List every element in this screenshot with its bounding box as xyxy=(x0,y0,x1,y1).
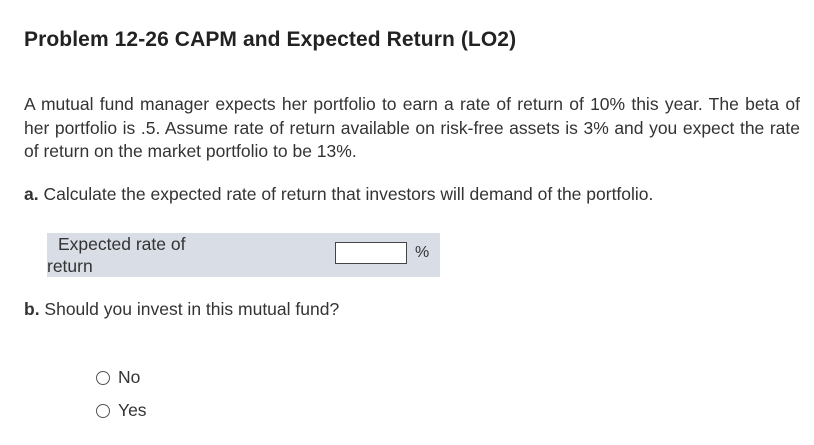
expected-return-input[interactable] xyxy=(335,242,407,264)
part-b-question-text: Should you invest in this mutual fund? xyxy=(39,299,340,319)
radio-button-yes[interactable] xyxy=(96,403,110,418)
part-b-question: b. Should you invest in this mutual fund… xyxy=(24,299,339,320)
radio-option-yes[interactable]: Yes xyxy=(96,400,147,421)
radio-label-no: No xyxy=(118,367,141,387)
answer-label: Expected rate of return xyxy=(47,234,186,276)
problem-intro: A mutual fund manager expects her portfo… xyxy=(24,94,800,161)
radio-label-yes: Yes xyxy=(118,400,147,420)
answer-row: Expected rate of return % xyxy=(47,233,440,277)
problem-title: Problem 12-26 CAPM and Expected Return (… xyxy=(24,28,517,51)
percent-unit: % xyxy=(415,244,430,261)
part-a-question-text: Calculate the expected rate of return th… xyxy=(38,184,654,204)
part-a-letter: a. xyxy=(24,184,39,204)
part-a-question: a. Calculate the expected rate of return… xyxy=(24,184,653,205)
radio-option-no[interactable]: No xyxy=(96,367,140,388)
radio-button-no[interactable] xyxy=(96,370,110,385)
part-b-letter: b. xyxy=(24,299,40,319)
